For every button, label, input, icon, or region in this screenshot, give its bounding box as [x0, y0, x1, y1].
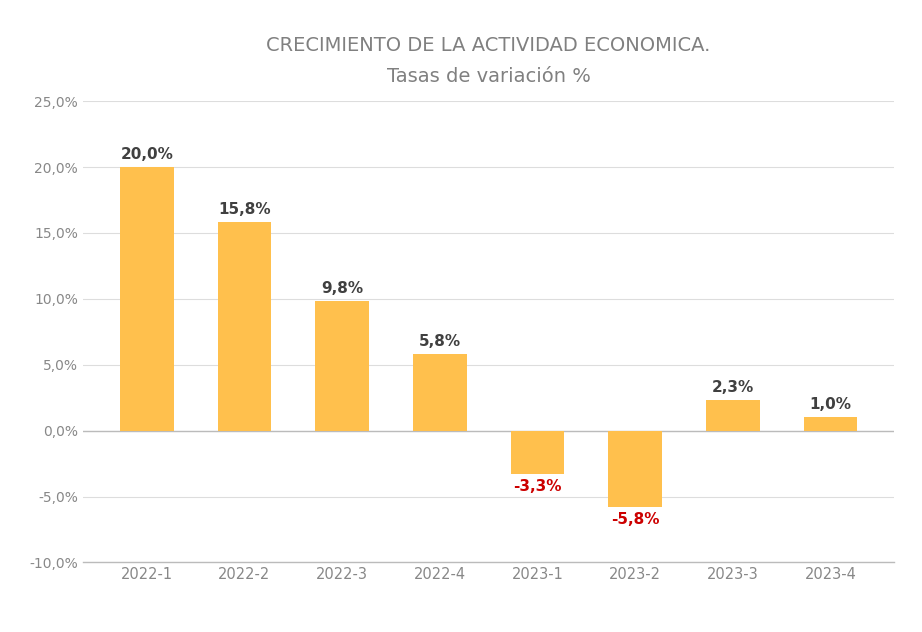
- Text: -5,8%: -5,8%: [611, 513, 659, 527]
- Text: 15,8%: 15,8%: [219, 202, 271, 217]
- Bar: [120, 167, 173, 430]
- Bar: [413, 354, 467, 430]
- Text: 2,3%: 2,3%: [712, 380, 754, 395]
- Bar: [511, 430, 564, 474]
- Bar: [315, 301, 369, 430]
- Text: 5,8%: 5,8%: [419, 334, 461, 349]
- Text: 9,8%: 9,8%: [321, 281, 363, 296]
- Bar: [706, 400, 760, 430]
- Text: 20,0%: 20,0%: [120, 147, 173, 162]
- Text: -3,3%: -3,3%: [514, 480, 561, 494]
- Bar: [804, 418, 857, 430]
- Title: CRECIMIENTO DE LA ACTIVIDAD ECONOMICA.
Tasas de variación %: CRECIMIENTO DE LA ACTIVIDAD ECONOMICA. T…: [266, 35, 711, 86]
- Bar: [609, 430, 662, 507]
- Bar: [218, 222, 271, 430]
- Text: 1,0%: 1,0%: [810, 397, 852, 412]
